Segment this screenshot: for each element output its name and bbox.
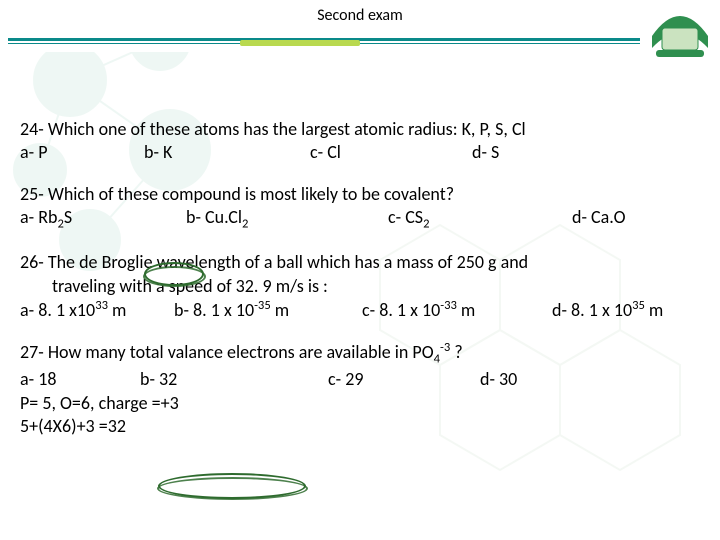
q26-stem-line2: traveling with a speed of 32. 9 m/s is :: [20, 275, 708, 298]
q24-stem: 24- Which one of these atoms has the lar…: [20, 118, 708, 141]
q27-option-d: d- 30: [480, 368, 517, 391]
q25-option-a: a- Rb2S: [20, 206, 186, 233]
question-27: 27- How many total valance electrons are…: [20, 340, 708, 438]
q27-stem: 27- How many total valance electrons are…: [20, 340, 708, 368]
q27-working-line2: 5+(4X6)+3 =32: [20, 415, 708, 438]
q25-option-c: c- CS2: [388, 206, 572, 233]
q26-option-d: d- 8. 1 x 1035 m: [552, 298, 663, 322]
question-24: 24- Which one of these atoms has the lar…: [20, 118, 708, 165]
q27-option-a: a- 18: [20, 368, 140, 391]
content-area: 24- Which one of these atoms has the lar…: [20, 118, 708, 456]
q25-option-b: b- Cu.Cl2: [186, 206, 388, 233]
q27-option-c: c- 29: [328, 368, 480, 391]
q27-working-line1: P= 5, O=6, charge =+3: [20, 392, 708, 415]
q26-option-c: c- 8. 1 x 10-33 m: [362, 298, 552, 322]
q24-option-b: b- K: [144, 141, 310, 164]
q24-option-a: a- P: [20, 141, 144, 164]
q24-option-d: d- S: [472, 141, 499, 164]
question-26: 26- The de Broglie wavelength of a ball …: [20, 251, 708, 322]
q26-option-a: a- 8. 1 x1033 m: [20, 298, 174, 322]
hand-circle-annotation: [158, 473, 306, 499]
q24-option-c: c- Cl: [310, 141, 472, 164]
header-title: Second exam: [0, 6, 720, 25]
q25-option-d: d- Ca.O: [572, 206, 626, 233]
q25-stem: 25- Which of these compound is most like…: [20, 183, 708, 206]
university-logo-icon: [648, 0, 712, 60]
q26-option-b: b- 8. 1 x 10-35 m: [174, 298, 362, 322]
q26-stem-line1: 26- The de Broglie wavelength of a ball …: [20, 251, 708, 274]
slide-header: Second exam: [0, 0, 720, 52]
question-25: 25- Which of these compound is most like…: [20, 183, 708, 233]
q27-option-b: b- 32: [140, 368, 328, 391]
header-accent: [240, 40, 360, 46]
